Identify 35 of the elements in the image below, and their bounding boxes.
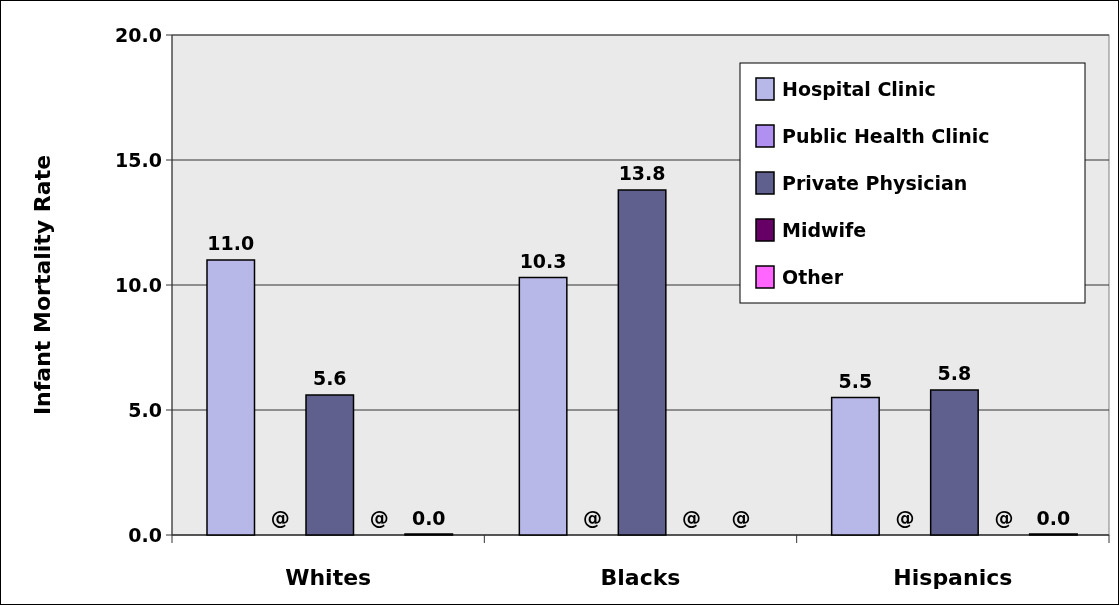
bar <box>206 259 256 536</box>
x-tick-label: Hispanics <box>893 565 1013 590</box>
y-axis-title: Infant Mortality Rate <box>30 154 55 416</box>
legend-label: Hospital Clinic <box>782 77 936 100</box>
legend-label: Private Physician <box>782 171 968 194</box>
text: @ <box>583 507 603 529</box>
bar <box>929 389 979 536</box>
data-label: 0.0 <box>1036 507 1071 529</box>
legend-label: Public Health Clinic <box>782 124 990 147</box>
data-label: 5.6 <box>312 367 347 389</box>
text: @ <box>682 507 702 529</box>
data-label: 5.8 <box>937 362 972 384</box>
legend-label: Other <box>782 265 844 288</box>
y-tick-label: 5.0 <box>128 398 162 421</box>
data-label: 11.0 <box>207 232 255 254</box>
y-tick-label: 10.0 <box>115 273 162 296</box>
text: @ <box>994 507 1014 529</box>
data-label: 10.3 <box>519 249 567 272</box>
text: @ <box>270 507 290 529</box>
text: @ <box>895 507 915 529</box>
bar <box>830 396 880 536</box>
y-tick-label: 20.0 <box>115 23 162 46</box>
legend-label: Midwife <box>782 218 867 241</box>
bar <box>518 276 568 536</box>
bar <box>305 394 355 536</box>
y-tick-label: 0.0 <box>128 523 162 546</box>
data-label: 13.8 <box>618 162 666 184</box>
y-tick-label: 15.0 <box>115 148 162 171</box>
data-label: 5.5 <box>838 369 873 392</box>
text: @ <box>731 507 751 529</box>
x-tick-label: Blacks <box>600 565 681 590</box>
x-tick-label: Whites <box>285 565 372 590</box>
text: @ <box>369 507 389 529</box>
bar <box>617 189 667 536</box>
data-label: 0.0 <box>411 507 446 529</box>
